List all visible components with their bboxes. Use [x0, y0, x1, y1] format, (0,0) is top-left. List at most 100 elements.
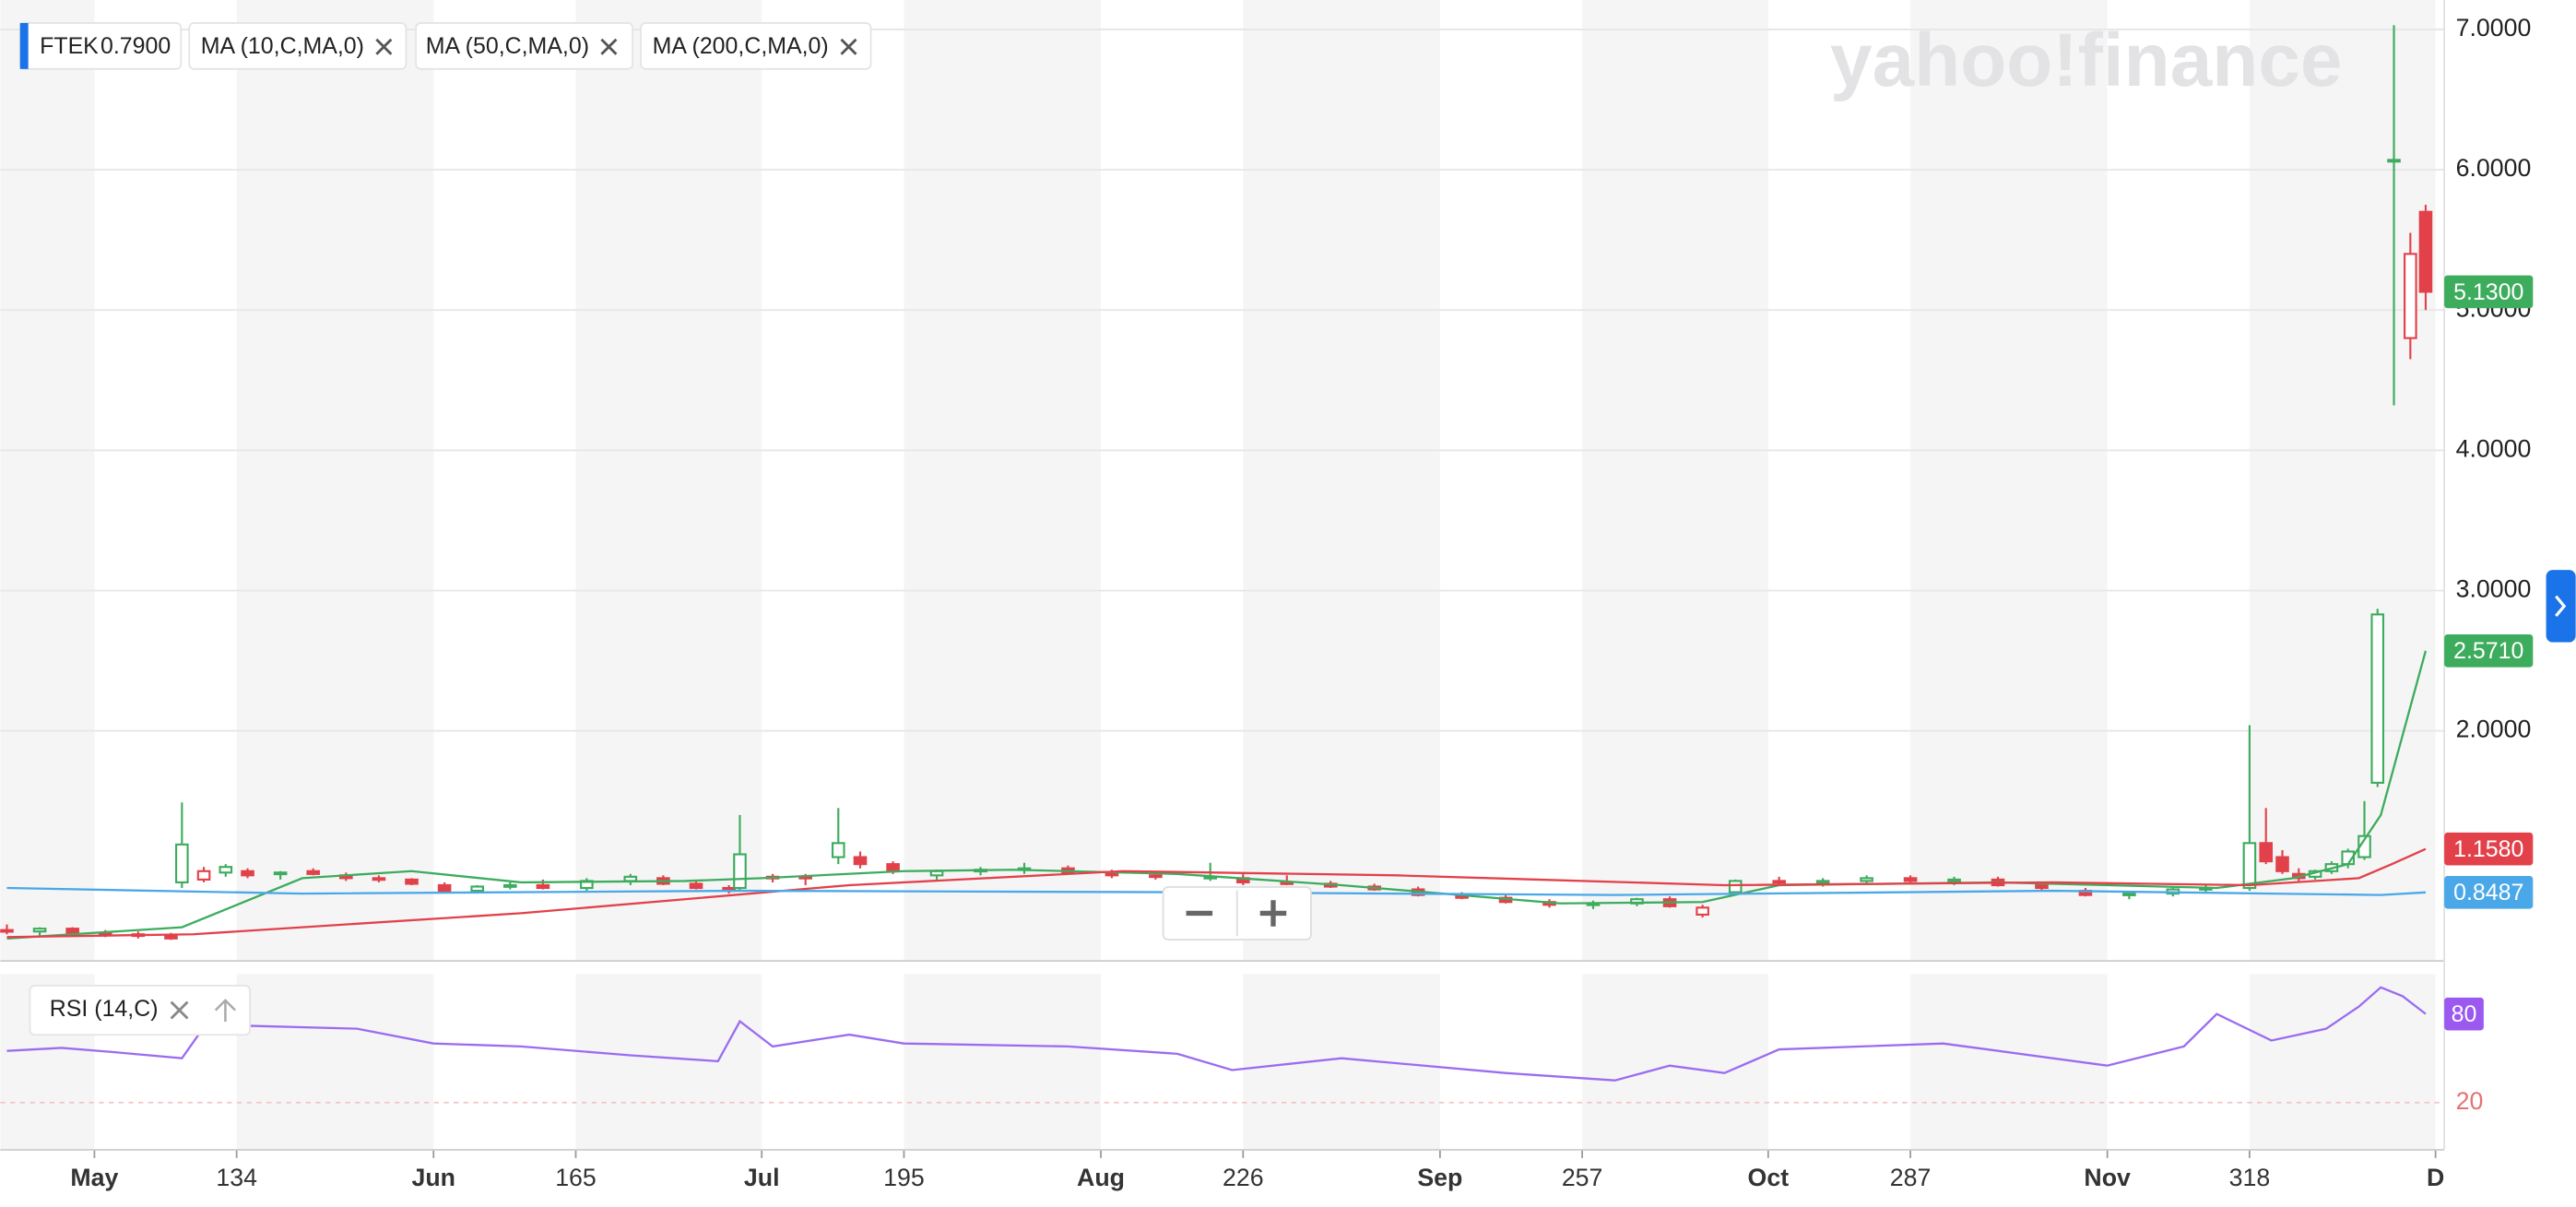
candle-body — [1947, 878, 1961, 882]
line-series — [6, 650, 2428, 940]
month-band — [575, 974, 762, 1150]
candle-body — [196, 870, 211, 881]
legend-label: MA (50,C,MA,0) — [426, 33, 589, 59]
legend-label: MA (10,C,MA,0) — [201, 33, 364, 59]
line-series — [6, 986, 2427, 1082]
candle-body — [502, 883, 517, 888]
candle-body — [689, 882, 703, 890]
candle-body — [733, 853, 747, 890]
legend-label: RSI (14,C) — [50, 996, 159, 1022]
y-tick-label: 7.0000 — [2456, 14, 2532, 41]
legend-accent — [19, 22, 29, 69]
x-tick-label: Jul — [744, 1164, 780, 1191]
line-series — [6, 886, 2427, 896]
chevron-icon — [2555, 595, 2567, 618]
y-tick-label: 4.0000 — [2456, 434, 2532, 462]
candle-body — [0, 929, 14, 933]
legend-value: 0.7900 — [100, 33, 171, 59]
zoom-in[interactable] — [1259, 900, 1287, 927]
candle-body — [2404, 253, 2417, 339]
candle-body — [219, 866, 233, 874]
last-value-badge — [2444, 275, 2534, 309]
x-tick-label: 134 — [216, 1164, 257, 1191]
candle-body — [1149, 874, 1163, 879]
last-value-label: 2.5710 — [2453, 638, 2523, 664]
watermark: yahoo!finance — [1830, 18, 2342, 102]
month-band — [1582, 974, 1768, 1150]
x-tick-label: 318 — [2229, 1164, 2271, 1191]
candle-body — [164, 934, 178, 940]
candle-body — [241, 870, 254, 877]
candle-body — [405, 878, 419, 885]
candle-body — [831, 842, 845, 858]
candle-body — [886, 863, 900, 872]
month-band — [2249, 974, 2436, 1150]
x-tick-label: Jun — [411, 1164, 455, 1191]
side-panel-tab[interactable] — [2546, 570, 2576, 643]
legend-chip[interactable] — [29, 984, 252, 1036]
x-tick-label: May — [70, 1164, 118, 1191]
x-tick-label: 257 — [1562, 1164, 1603, 1191]
candle-body — [2035, 883, 2049, 890]
last-value-badge — [2444, 875, 2534, 909]
legend-chip[interactable] — [415, 22, 634, 70]
candle-body — [2275, 856, 2289, 872]
x-tick-label: 165 — [555, 1164, 597, 1191]
candle-body — [32, 928, 47, 933]
month-band — [1243, 0, 1440, 962]
candle-body — [536, 883, 550, 890]
candle-body — [2370, 613, 2385, 784]
candle-body — [1772, 880, 1787, 884]
close-icon[interactable] — [600, 38, 618, 55]
candle-body — [175, 843, 189, 884]
candle-body — [2418, 210, 2433, 293]
y-tick-label: 6.0000 — [2456, 154, 2532, 182]
month-band — [2249, 0, 2436, 962]
x-tick-label: D — [2427, 1164, 2444, 1191]
x-tick-label: Nov — [2084, 1164, 2131, 1191]
candle-body — [1728, 880, 1743, 893]
candle-body — [2122, 893, 2136, 896]
x-tick-label: Sep — [1417, 1164, 1462, 1191]
candle-body — [2387, 159, 2401, 163]
month-band — [1243, 974, 1440, 1150]
close-icon[interactable] — [170, 1000, 189, 1020]
legend-label: MA (200,C,MA,0) — [653, 33, 829, 59]
candle-body — [1815, 880, 1830, 884]
candle-body — [65, 928, 79, 934]
legend-chip[interactable] — [640, 22, 872, 70]
month-band — [0, 0, 95, 962]
x-tick-label: 195 — [883, 1164, 925, 1191]
y-tick-label: 20 — [2456, 1087, 2484, 1115]
background-layer — [0, 0, 2445, 1158]
candle-body — [853, 856, 868, 866]
last-value-badge — [2444, 997, 2484, 1031]
last-value-label: 5.1300 — [2453, 279, 2523, 305]
legend: FTEK 0.7900 MA (10,C,MA,0) MA (50,C,MA,0… — [18, 22, 872, 1036]
candle-body — [2242, 842, 2257, 890]
labels-layer: 2.00003.00004.00005.00006.00007.00005.13… — [70, 14, 2534, 1191]
candle-body — [1903, 877, 1918, 882]
close-icon[interactable] — [375, 38, 393, 55]
candle-body — [1696, 906, 1709, 916]
last-value-badge — [2444, 633, 2534, 668]
x-tick-label: 287 — [1890, 1164, 1932, 1191]
last-value-badge — [2444, 832, 2534, 866]
month-band — [236, 0, 434, 962]
month-band — [1582, 0, 1768, 962]
month-band — [1910, 0, 2108, 962]
last-value-label: 0.8487 — [2453, 880, 2523, 905]
candle-body — [2259, 842, 2274, 863]
legend-chip[interactable] — [188, 22, 408, 70]
candle-body — [470, 885, 485, 893]
legend-symbol: FTEK — [40, 33, 99, 59]
zoom-controls — [1162, 886, 1312, 941]
x-tick-label: 226 — [1223, 1164, 1264, 1191]
line-series — [6, 847, 2427, 939]
close-icon[interactable] — [840, 38, 857, 55]
month-band — [236, 974, 434, 1150]
move-up-icon[interactable] — [214, 999, 236, 1023]
month-band — [904, 974, 1102, 1150]
candle-body — [1860, 877, 1873, 882]
